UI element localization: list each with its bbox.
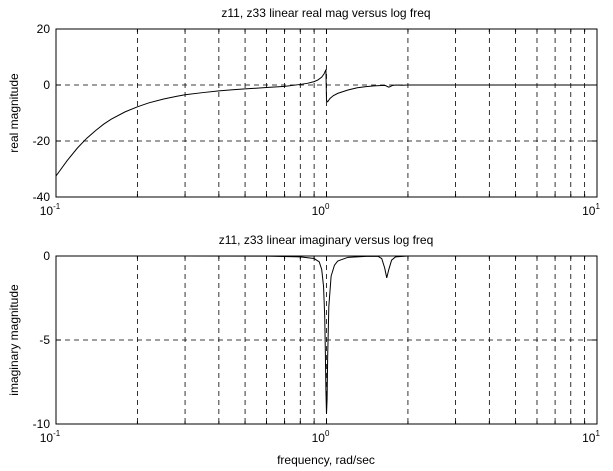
y-tick-label: -5	[39, 333, 50, 347]
imaginary-magnitude-plot: z11, z33 linear imaginary versus log fre…	[7, 233, 600, 467]
x-tick-label: 101	[582, 429, 600, 445]
x-tick-label: 10-1	[40, 429, 61, 445]
x-tick-labels: 10-1 100 101	[40, 29, 600, 218]
grid	[56, 256, 597, 424]
x-axis-label: frequency, rad/sec	[277, 453, 375, 467]
x-tick-label: 10-1	[40, 202, 61, 218]
plot-title: z11, z33 linear real mag versus log freq	[221, 6, 430, 20]
x-tick-label: 101	[582, 202, 600, 218]
y-tick-label: 0	[43, 78, 50, 92]
series-line	[56, 255, 597, 414]
x-tick-label: 100	[312, 429, 330, 445]
y-axis-label: real magnitude	[7, 73, 21, 153]
series-line	[55, 69, 597, 177]
plot-title: z11, z33 linear imaginary versus log fre…	[219, 233, 434, 247]
x-tick-label: 100	[312, 202, 330, 218]
y-tick-label: -10	[33, 417, 51, 431]
x-tick-labels: 10-1 100 101	[40, 256, 600, 445]
y-axis-label: imaginary magnitude	[7, 284, 21, 396]
real-magnitude-plot: z11, z33 linear real mag versus log freq…	[7, 6, 600, 218]
y-tick-label: 0	[43, 249, 50, 263]
y-tick-labels: 0 -5 -10	[33, 249, 597, 431]
y-tick-label: 20	[37, 22, 51, 36]
y-tick-labels: 20 0 -20 -40	[33, 22, 597, 204]
y-tick-label: -20	[33, 134, 51, 148]
grid	[56, 29, 597, 197]
y-tick-label: -40	[33, 190, 51, 204]
